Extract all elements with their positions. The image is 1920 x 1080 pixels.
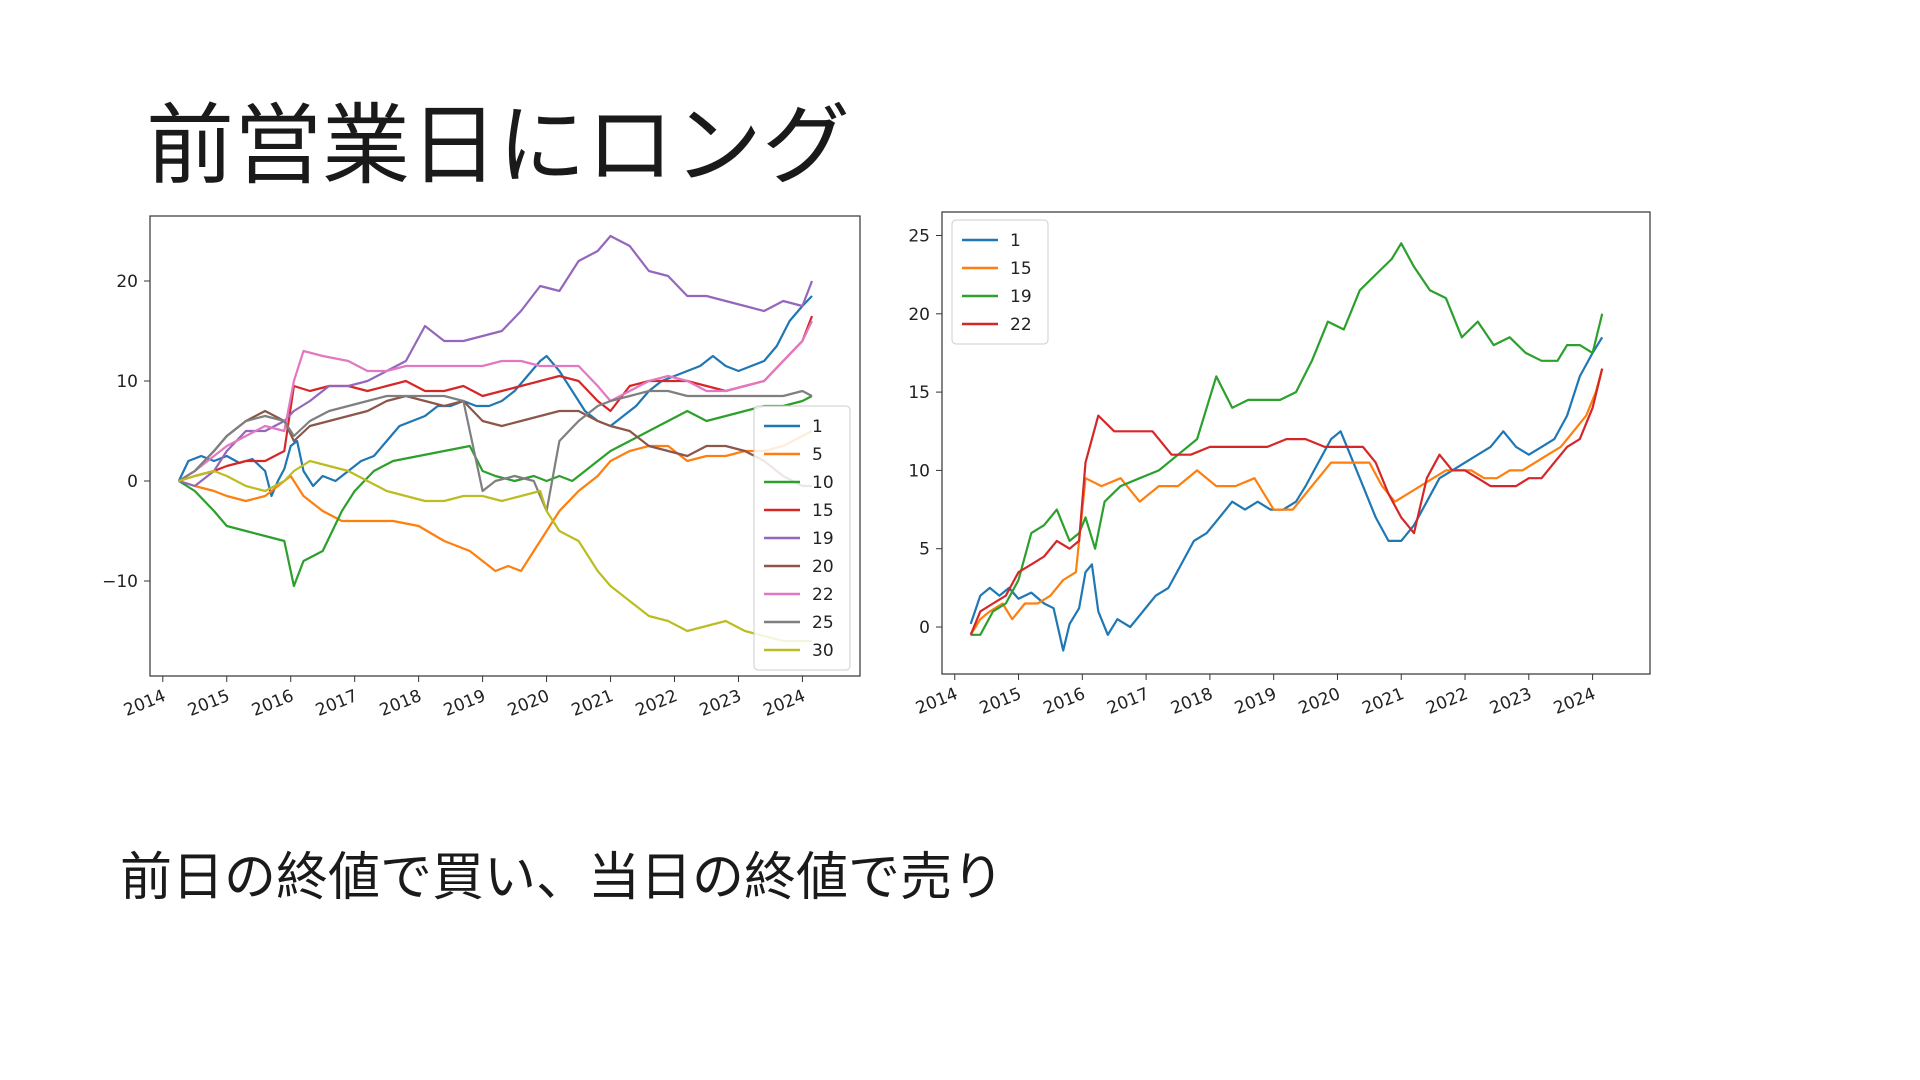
x-tick-label: 2014 (913, 684, 961, 719)
x-tick-label: 2016 (249, 686, 297, 721)
legend-label: 15 (1010, 259, 1032, 279)
chart-selected-days: 0 5 10 15 20 25 2014 2015 2016 2017 2018 2019 2020 20… (908, 211, 1651, 719)
plot-frame (941, 211, 1651, 675)
x-tick-label: 2022 (633, 686, 681, 721)
x-tick-label: 2019 (441, 686, 489, 721)
legend-label: 10 (812, 473, 834, 493)
x-tick-label: 2015 (185, 686, 233, 721)
x-tick-label: 2021 (569, 686, 617, 721)
y-tick-label: 25 (908, 226, 930, 246)
page-title: 前営業日にロング (146, 94, 851, 197)
legend-label: 15 (812, 501, 834, 521)
series-line-1 (969, 336, 1604, 652)
x-tick-label: 2020 (1296, 684, 1344, 719)
y-tick-label: 0 (127, 472, 138, 492)
legend-label: 22 (1010, 315, 1032, 335)
x-tick-label: 2019 (1232, 684, 1280, 719)
x-tick-label: 2024 (761, 686, 809, 721)
x-tick-label: 2017 (1104, 684, 1152, 719)
plot-frame (149, 215, 861, 677)
x-tick-label: 2015 (977, 684, 1025, 719)
legend-box (753, 405, 851, 671)
x-tick-label: 2022 (1423, 684, 1471, 719)
y-tick-label: 20 (908, 305, 930, 325)
series-line-19 (970, 242, 1604, 636)
x-tick-label: 2021 (1360, 684, 1408, 719)
legend-label: 1 (812, 417, 823, 437)
legend-label: 1 (1010, 231, 1021, 251)
x-tick-label: 2014 (121, 686, 169, 721)
y-tick-label: 10 (116, 372, 138, 392)
series-line-1 (177, 295, 813, 498)
series-line-19 (178, 234, 814, 488)
y-tick-label: 5 (919, 540, 930, 560)
series-line-22 (969, 368, 1604, 636)
x-tick-label: 2024 (1551, 684, 1599, 719)
y-tick-label: −10 (102, 572, 138, 592)
series-line-22 (178, 320, 813, 482)
series-line-30 (178, 459, 812, 643)
y-tick-label: 15 (908, 383, 930, 403)
y-tick-label: 0 (919, 618, 930, 638)
legend-label: 19 (812, 529, 834, 549)
legend: 1 15 19 22 (951, 219, 1049, 345)
x-tick-label: 2023 (1487, 684, 1535, 719)
x-tick-label: 2017 (313, 686, 361, 721)
series-group (177, 234, 814, 643)
y-tick-label: 10 (908, 461, 930, 481)
legend-label: 22 (812, 585, 834, 605)
y-tick-label: 20 (116, 272, 138, 292)
legend-label: 19 (1010, 287, 1032, 307)
legend-label: 30 (812, 641, 834, 661)
series-group (969, 242, 1604, 652)
series-line-25 (178, 389, 813, 513)
x-tick-label: 2023 (697, 686, 745, 721)
x-tick-label: 2018 (1168, 684, 1216, 719)
legend-box (951, 219, 1049, 345)
series-line-15 (178, 315, 814, 483)
legend-label: 25 (812, 613, 834, 633)
series-line-15 (969, 368, 1604, 636)
legend-label: 5 (812, 445, 823, 465)
x-tick-label: 2016 (1041, 684, 1089, 719)
x-tick-label: 2020 (505, 686, 553, 721)
legend-label: 20 (812, 557, 834, 577)
page-subtitle: 前日の終値で買い、当日の終値で売り (120, 848, 1005, 908)
x-tick-label: 2018 (377, 686, 425, 721)
